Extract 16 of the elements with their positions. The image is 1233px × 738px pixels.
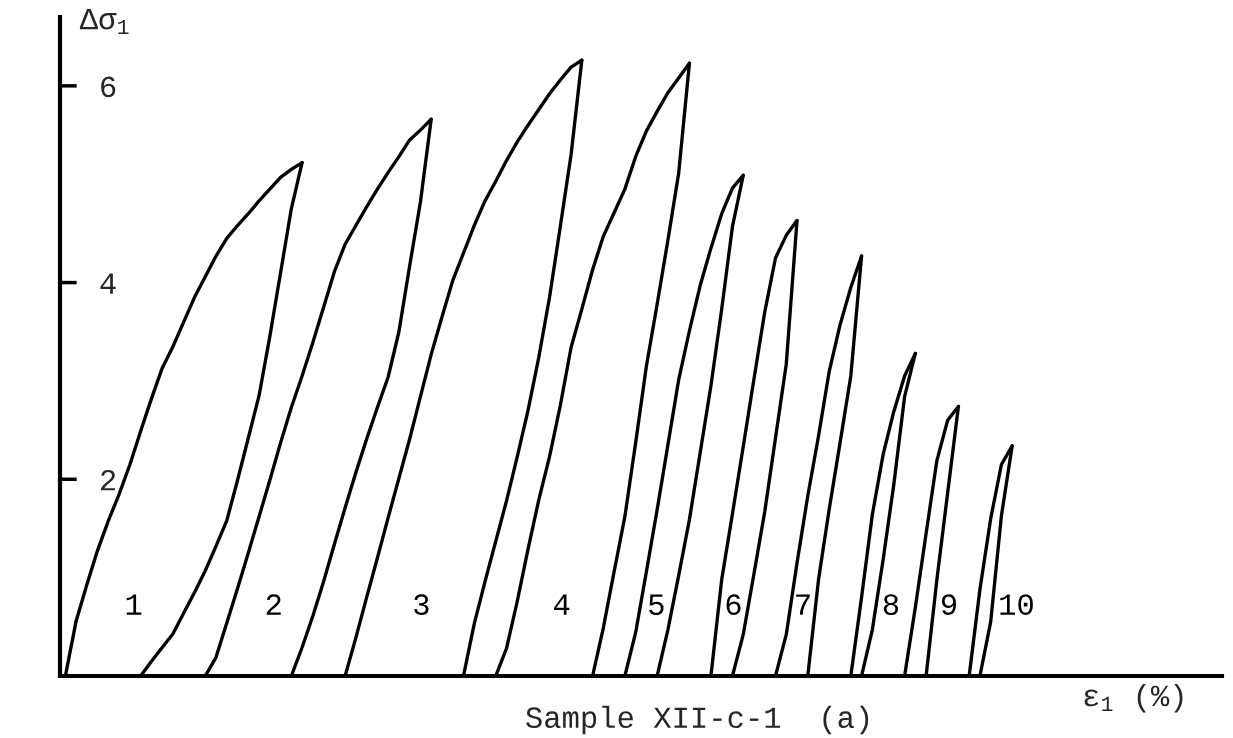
series-label: 10 [1000, 594, 1033, 616]
y-axis-title: Δσ$_{1}$ [79, 9, 129, 35]
series-label: 9 [941, 594, 957, 616]
series-label: 4 [554, 594, 570, 615]
text: Sample XII-c-1 (a) [526, 705, 869, 735]
y-tick-label: 6 [101, 76, 116, 98]
series-label: 3 [414, 594, 429, 616]
x-axis-title: ε$_{1}$ (%) [1084, 683, 1183, 713]
series-label: 6 [726, 594, 741, 616]
y-tick-label: 2 [101, 469, 116, 491]
series-label: 2 [266, 594, 281, 615]
series-label: 8 [883, 594, 899, 616]
y-tick-label: 4 [100, 273, 116, 294]
series-label: 1 [126, 594, 142, 615]
series-label: 5 [649, 594, 664, 616]
series-label: 7 [796, 594, 810, 615]
